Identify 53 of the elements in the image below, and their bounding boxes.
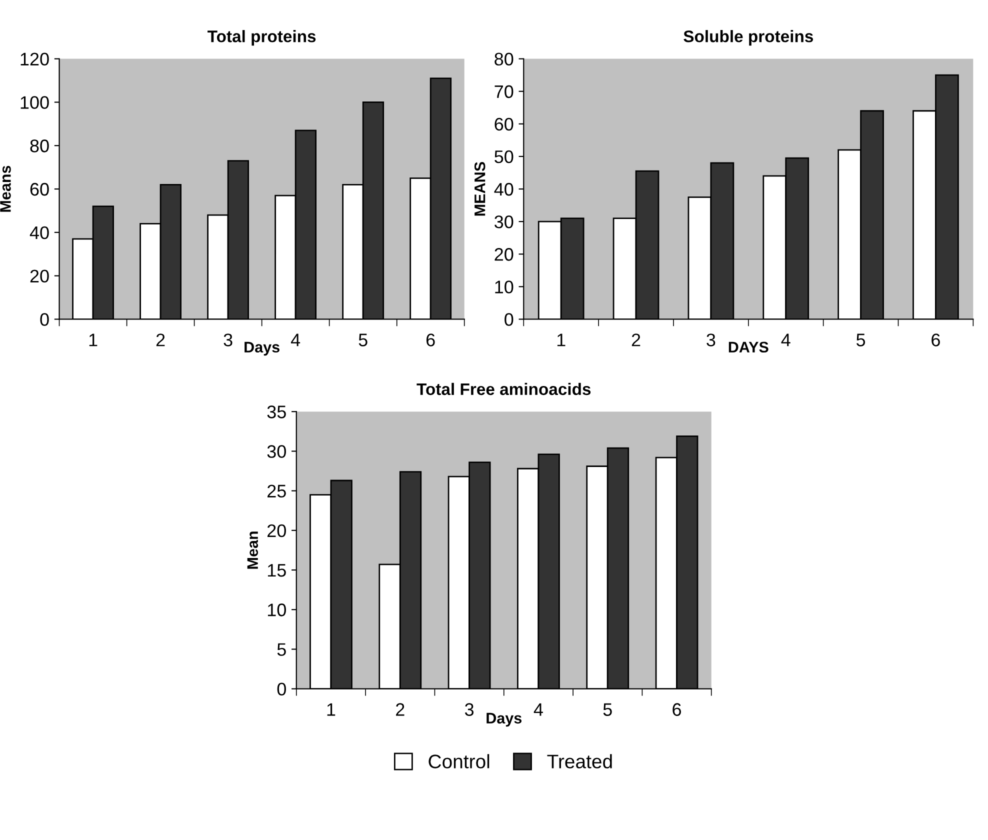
x-tick-label: 3 bbox=[464, 703, 474, 716]
chart-title: Soluble proteins bbox=[684, 30, 814, 46]
x-tick-label: 5 bbox=[603, 703, 612, 716]
y-tick-label: 40 bbox=[494, 182, 514, 196]
legend-label: Control bbox=[428, 754, 490, 768]
y-tick-label: 120 bbox=[20, 52, 49, 66]
x-tick-label: 2 bbox=[156, 334, 165, 346]
y-tick-label: 40 bbox=[30, 226, 49, 240]
x-tick-label: 4 bbox=[290, 334, 300, 346]
x-axis-title: Days bbox=[486, 712, 522, 727]
y-axis-title: MEANS bbox=[474, 162, 486, 216]
y-tick-label: 25 bbox=[268, 484, 286, 498]
x-tick-label: 3 bbox=[224, 334, 232, 346]
x-tick-label: 2 bbox=[632, 334, 640, 346]
y-tick-label: 60 bbox=[494, 118, 514, 131]
y-tick-label: 50 bbox=[494, 150, 514, 164]
x-tick-label: 4 bbox=[781, 334, 790, 346]
x-axis-title: Days bbox=[244, 342, 280, 356]
y-tick-label: 0 bbox=[277, 682, 286, 696]
y-tick-label: 70 bbox=[494, 85, 514, 98]
x-tick-label: 1 bbox=[327, 703, 336, 716]
y-tick-label: 80 bbox=[30, 140, 49, 152]
y-tick-label: 5 bbox=[277, 643, 286, 656]
y-tick-label: 20 bbox=[30, 270, 49, 283]
x-axis-title: DAYS bbox=[728, 342, 768, 353]
x-tick-label: 1 bbox=[89, 334, 98, 346]
y-tick-label: 15 bbox=[268, 564, 286, 577]
x-tick-label: 5 bbox=[358, 334, 368, 346]
x-tick-label: 3 bbox=[706, 334, 716, 346]
y-tick-label: 10 bbox=[495, 280, 514, 294]
x-tick-label: 5 bbox=[856, 334, 866, 346]
chart-title: Total Free aminoacids bbox=[416, 382, 591, 396]
x-tick-label: 6 bbox=[426, 334, 435, 346]
y-tick-label: 80 bbox=[494, 52, 514, 66]
y-axis-title: Means bbox=[0, 166, 11, 212]
x-tick-label: 6 bbox=[932, 334, 940, 346]
y-tick-label: 0 bbox=[504, 313, 514, 326]
y-tick-label: 30 bbox=[494, 215, 514, 228]
x-tick-label: 6 bbox=[672, 703, 682, 716]
x-tick-label: 2 bbox=[396, 703, 404, 716]
chart-title: Total proteins bbox=[208, 30, 316, 46]
y-tick-label: 20 bbox=[268, 524, 286, 538]
y-tick-label: 60 bbox=[30, 182, 49, 196]
y-tick-label: 20 bbox=[494, 248, 514, 261]
y-tick-label: 35 bbox=[267, 406, 286, 418]
y-tick-label: 100 bbox=[20, 96, 49, 109]
x-tick-label: 4 bbox=[534, 703, 543, 716]
y-axis-title: Mean bbox=[247, 532, 258, 569]
y-tick-label: 10 bbox=[268, 604, 286, 616]
y-tick-label: 30 bbox=[267, 445, 286, 458]
y-tick-label: 0 bbox=[40, 313, 49, 326]
x-tick-label: 1 bbox=[557, 334, 566, 346]
legend-label: Treated bbox=[547, 754, 612, 768]
